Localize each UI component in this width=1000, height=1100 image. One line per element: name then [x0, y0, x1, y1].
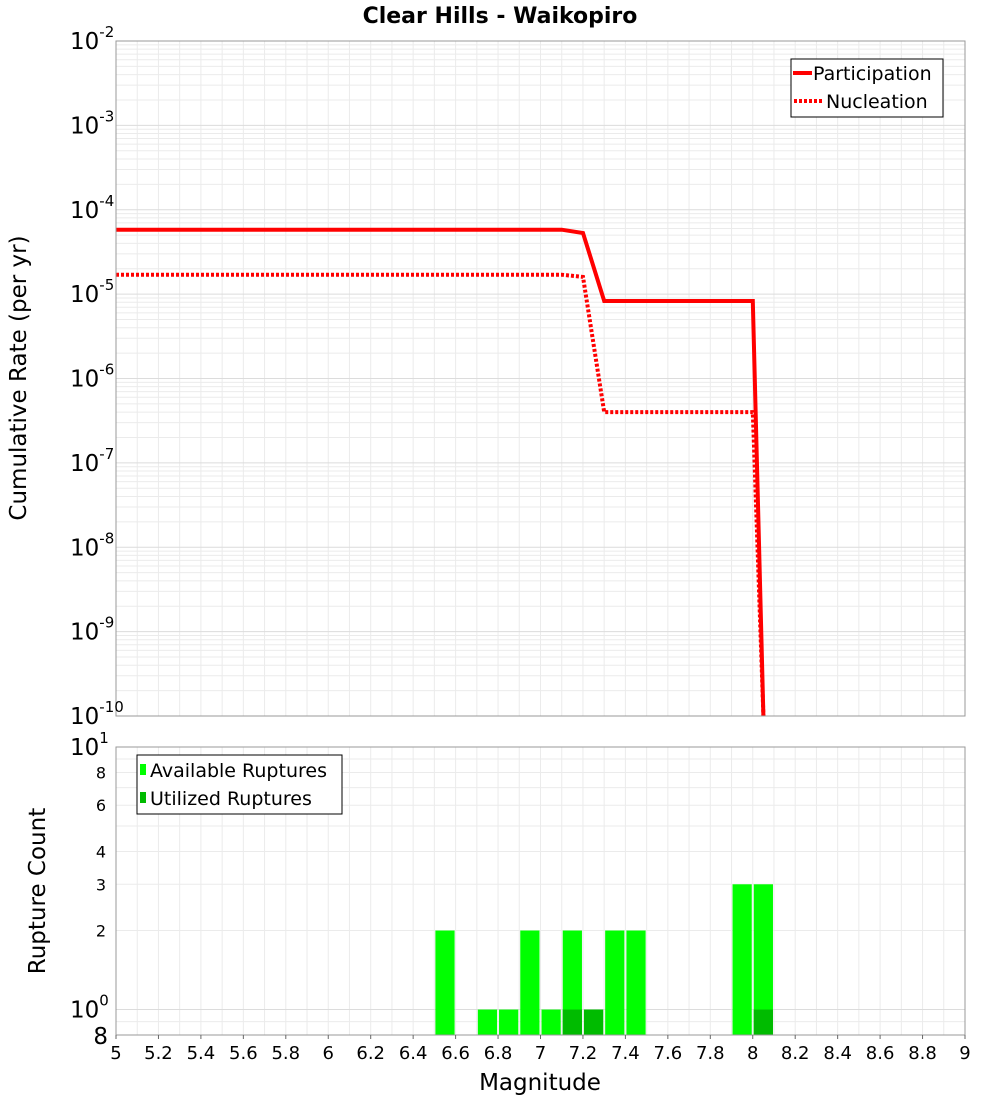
- x-tick-label: 6: [323, 1043, 334, 1064]
- available-rupture-bar: [562, 930, 582, 1035]
- rate-y-ticks: 10-10 10-9 10-8 10-7 10-6 10-5 10-4 10-3 10-2: [70, 23, 124, 730]
- legend-utilized-swatch: [140, 792, 146, 803]
- legend-available-swatch: [140, 764, 146, 775]
- available-rupture-bar: [520, 930, 540, 1035]
- count-y-tick-label: 8: [96, 763, 106, 782]
- chart-title: Clear Hills - Waikopiro: [363, 4, 638, 29]
- x-tick-label: 5.6: [229, 1043, 258, 1064]
- rate-y-tick-label: 10-2: [70, 23, 114, 55]
- count-y-bottom-label: 8: [93, 1024, 108, 1050]
- x-tick-label: 6.8: [484, 1043, 513, 1064]
- available-rupture-bar: [435, 930, 455, 1035]
- rate-plot-grid: [116, 40, 966, 716]
- count-y-axis-label: Rupture Count: [25, 808, 51, 974]
- x-tick-label: 8.8: [908, 1043, 937, 1064]
- nucleation-line: [116, 272, 766, 717]
- count-y-tick-label: 4: [96, 842, 106, 861]
- rate-y-tick-label: 10-4: [70, 192, 114, 224]
- count-y-decade-label: 101: [70, 729, 109, 761]
- count-x-ticks: 5 5.2 5.4 5.6 5.8 6 6.2 6.4 6.6 6.8 7 7.2 7.4 7.6 7.8 8…: [110, 1035, 971, 1064]
- legend-utilized-label: Utilized Ruptures: [150, 788, 312, 810]
- utilized-rupture-bar: [583, 1009, 604, 1035]
- rate-y-tick-label: 10-3: [70, 107, 114, 139]
- rate-y-axis-label: Cumulative Rate (per yr): [6, 235, 32, 520]
- available-rupture-bar: [541, 1009, 561, 1035]
- available-rupture-bar: [753, 884, 773, 1035]
- participation-line: [116, 227, 766, 717]
- x-tick-label: 6.4: [399, 1043, 428, 1064]
- rate-y-tick-label: 10-6: [70, 361, 114, 393]
- rate-y-tick-label: 10-8: [70, 529, 114, 561]
- x-tick-label: 5.8: [271, 1043, 300, 1064]
- x-tick-label: 7.8: [696, 1043, 725, 1064]
- x-axis-label: Magnitude: [479, 1070, 601, 1096]
- count-y-tick-label: 3: [96, 875, 106, 894]
- x-tick-label: 7: [535, 1043, 546, 1064]
- rate-plot: 10-10 10-9 10-8 10-7 10-6 10-5 10-4 10-3 10-2 Cu…: [6, 23, 966, 730]
- legend-nucleation-label: Nucleation: [826, 91, 928, 113]
- x-tick-label: 8.6: [866, 1043, 895, 1064]
- utilized-rupture-bar: [753, 1009, 773, 1035]
- count-plot-bars: [435, 884, 773, 1035]
- x-tick-label: 5.4: [187, 1043, 216, 1064]
- available-rupture-bar: [605, 930, 625, 1035]
- count-legend-box: [136, 754, 343, 815]
- rate-legend: Participation Nucleation: [790, 58, 944, 118]
- utilized-rupture-bar: [562, 1009, 582, 1035]
- x-tick-label: 5: [110, 1043, 121, 1064]
- available-rupture-bar: [626, 930, 646, 1035]
- x-tick-label: 8: [747, 1043, 758, 1064]
- count-legend: Available Ruptures Utilized Ruptures: [136, 754, 343, 815]
- x-tick-label: 8.2: [781, 1043, 810, 1064]
- count-y-decade-label: 100: [70, 992, 109, 1024]
- x-tick-label: 5.2: [144, 1043, 173, 1064]
- rate-y-tick-label: 10-7: [70, 445, 114, 477]
- x-tick-label: 7.2: [569, 1043, 598, 1064]
- legend-participation-label: Participation: [813, 63, 932, 85]
- x-tick-label: 7.6: [654, 1043, 683, 1064]
- count-y-tick-label: 2: [96, 922, 106, 941]
- x-tick-label: 6.2: [356, 1043, 385, 1064]
- available-rupture-bar: [732, 884, 752, 1035]
- rate-y-tick-label: 10-9: [70, 614, 114, 646]
- available-rupture-bar: [499, 1009, 519, 1035]
- legend-available-label: Available Ruptures: [150, 760, 327, 782]
- x-tick-label: 7.4: [611, 1043, 640, 1064]
- rate-plot-series: [116, 227, 766, 717]
- rate-plot-frame: [115, 40, 966, 717]
- rate-y-tick-label: 10-10: [70, 698, 124, 730]
- available-rupture-bar: [477, 1009, 498, 1035]
- rate-legend-box: [790, 58, 944, 118]
- rate-y-tick-label: 10-5: [70, 276, 114, 308]
- x-tick-label: 8.4: [823, 1043, 852, 1064]
- x-tick-label: 9: [959, 1043, 970, 1064]
- x-tick-label: 6.6: [441, 1043, 470, 1064]
- count-y-tick-label: 6: [96, 796, 106, 815]
